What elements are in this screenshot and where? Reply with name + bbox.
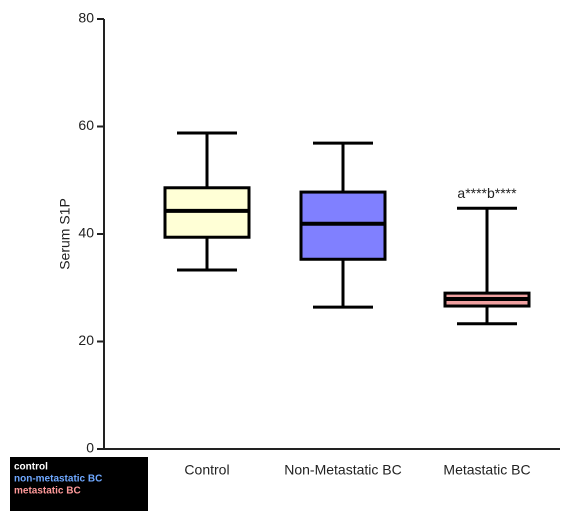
y-tick-label: 20 (78, 332, 94, 348)
legend-text: metastatic BC (14, 486, 81, 497)
y-tick-label: 40 (78, 225, 94, 241)
legend-box (10, 457, 148, 511)
legend-text: control (14, 462, 48, 473)
y-tick-label: 0 (86, 440, 94, 456)
x-tick-label: Metastatic BC (443, 462, 530, 478)
y-tick-label: 80 (78, 10, 94, 26)
legend-text: non-metastatic BC (14, 474, 102, 485)
x-tick-label: Non-Metastatic BC (284, 462, 401, 478)
y-tick-label: 60 (78, 117, 94, 133)
y-axis-label: Serum S1P (57, 198, 73, 270)
x-tick-label: Control (184, 462, 229, 478)
annotation: a****b**** (457, 185, 517, 201)
